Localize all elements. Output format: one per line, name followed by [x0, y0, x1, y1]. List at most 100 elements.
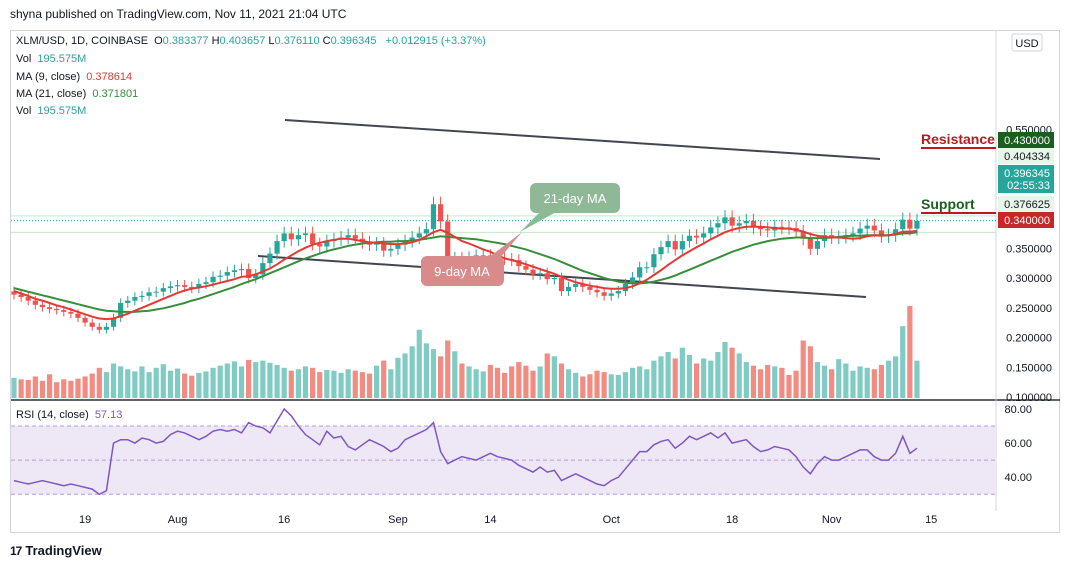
candle-body: [800, 231, 806, 239]
candle-body: [203, 282, 209, 284]
volume-bar: [39, 380, 46, 398]
legend-ma21-value: 0.371801: [92, 88, 139, 100]
footer-brand[interactable]: 17 TradingView: [10, 543, 102, 558]
volume-bar: [487, 364, 493, 398]
ma9-callout: 9-day MA: [421, 232, 522, 286]
candle-body: [110, 317, 117, 327]
candle-body: [871, 225, 877, 231]
legend-vol2-value: 195.575M: [37, 105, 87, 117]
ma9-callout-label: 9-day MA: [434, 264, 490, 279]
candle-body: [814, 241, 821, 249]
legend-ohlc-value: 0.376110: [274, 35, 320, 47]
candle-body: [629, 277, 636, 284]
legend-ma21: MA (21, close) 0.371801: [16, 88, 141, 100]
candle-body: [246, 269, 252, 278]
volume-bar: [295, 369, 301, 398]
volume-bar: [786, 375, 792, 398]
candle-body: [644, 267, 650, 269]
volume-bar: [843, 363, 849, 398]
legend-ohlc: XLM/USD, 1D, COINBASE O0.383377 H0.403657…: [16, 35, 489, 47]
x-tick-label: 18: [726, 514, 738, 526]
volume-bar: [565, 369, 572, 398]
candle-body: [260, 263, 266, 275]
legend-ohlc-value: 0.383377: [162, 35, 209, 47]
candle-body: [551, 278, 557, 280]
volume-bar: [132, 371, 138, 398]
chart-frame[interactable]: [10, 30, 1060, 533]
candle-body: [900, 219, 906, 230]
legend-ma9-value: 0.378614: [86, 71, 133, 83]
currency-box[interactable]: [1011, 33, 1043, 52]
volume-bar: [750, 365, 757, 398]
ma21-line: [13, 231, 918, 313]
volume-bar: [914, 360, 920, 398]
candle-body: [829, 235, 835, 238]
volume-bar: [338, 372, 344, 398]
legend-ohlc-key: L: [268, 35, 275, 47]
candle-body: [345, 235, 351, 238]
ma21-callout: 21-day MA: [520, 183, 620, 232]
volume-bar: [118, 366, 124, 398]
volume-bar: [445, 340, 451, 398]
ma21-callout-pointer: [520, 212, 556, 232]
volume-bar: [11, 377, 17, 398]
volume-bar: [267, 362, 273, 398]
volume-bar: [658, 356, 664, 398]
volume-bar: [366, 373, 373, 398]
candle-body: [608, 293, 614, 296]
volume-bar: [622, 372, 629, 398]
candle-body: [807, 238, 813, 249]
volume-bar: [146, 372, 152, 398]
candle-body: [665, 241, 671, 248]
volume-bar: [736, 353, 742, 398]
candle-body: [878, 230, 885, 237]
volume-bar: [466, 366, 472, 398]
candle-body: [25, 297, 31, 301]
candle-body: [182, 285, 188, 287]
candle-body: [103, 326, 110, 330]
price-tag-plain: [998, 196, 1054, 212]
candle-body: [374, 243, 380, 245]
price-tick-label: 0.300000: [1006, 273, 1052, 285]
candle-body: [651, 254, 657, 268]
volume-bar: [438, 356, 444, 398]
candle-body: [96, 326, 102, 330]
candle-body: [274, 241, 280, 254]
legend-ma21-label: MA (21, close): [16, 88, 87, 100]
volume-bar: [800, 340, 806, 398]
candle-body: [139, 295, 145, 298]
x-tick-label: Oct: [603, 514, 620, 526]
volume-bar: [452, 351, 458, 398]
candle-body: [693, 235, 700, 238]
volume-bar: [765, 364, 771, 398]
volume-bar: [494, 367, 501, 398]
candle-body: [637, 267, 643, 278]
volume-bar: [729, 347, 735, 398]
candle-body: [317, 244, 323, 247]
candle-body: [580, 283, 586, 287]
volume-bar: [615, 375, 621, 398]
volume-bar: [509, 366, 515, 398]
candle-body: [701, 233, 707, 238]
candle-body: [729, 217, 735, 226]
candle-body: [416, 233, 422, 238]
volume-bar: [75, 378, 81, 398]
volume-bar: [25, 380, 31, 398]
candle-body: [153, 291, 159, 293]
rsi-tick-label: 80.00: [1004, 404, 1032, 416]
volume-bar: [629, 367, 636, 398]
price-tick-label: 0.150000: [1006, 362, 1052, 374]
volume-bar: [523, 365, 529, 398]
volume-bar: [32, 376, 38, 398]
volume-bar: [807, 346, 813, 398]
candle-body: [487, 255, 493, 257]
candle-body: [423, 229, 429, 234]
candle-body: [679, 241, 685, 250]
footer-brand-label: TradingView: [25, 543, 102, 558]
price-tag-text: 0.376625: [1004, 199, 1050, 211]
volume-bar: [530, 370, 536, 398]
volume-bar: [189, 375, 195, 398]
candle-body: [167, 286, 174, 289]
volume-bar: [110, 363, 117, 398]
